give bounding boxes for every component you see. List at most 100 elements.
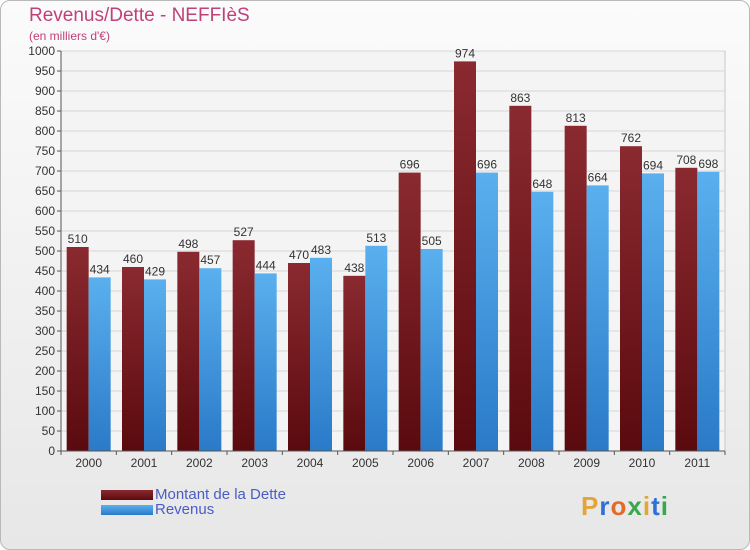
proxiti-logo: Proxiti [581, 491, 669, 522]
x-tick-label: 2008 [518, 456, 545, 470]
bar-dette [509, 105, 532, 452]
data-label-dette: 696 [400, 158, 420, 172]
logo-letter: o [610, 491, 628, 521]
bar-revenus [531, 191, 554, 452]
y-tick-label: 400 [35, 284, 55, 298]
y-tick-label: 200 [35, 364, 55, 378]
y-tick-label: 950 [35, 64, 55, 78]
logo-letter: x [627, 491, 643, 521]
bar-revenus [88, 277, 111, 451]
bar-revenus [586, 185, 609, 451]
data-label-revenus: 698 [698, 157, 718, 171]
x-tick-label: 2010 [629, 456, 656, 470]
logo-letter: r [599, 491, 611, 521]
legend-label-dette: Montant de la Dette [155, 486, 286, 503]
data-label-dette: 974 [455, 46, 475, 60]
bar-dette [122, 267, 144, 451]
bar-revenus [420, 249, 443, 451]
bar-dette [564, 125, 587, 452]
data-label-revenus: 444 [256, 258, 276, 272]
y-axis: 0 50 100 150 200 250 300 350 400 450 500 550 600 650 7… [28, 44, 62, 458]
data-label-dette: 460 [123, 252, 143, 266]
bar-revenus [697, 171, 720, 452]
data-label-revenus: 457 [200, 253, 220, 267]
data-label-revenus: 429 [145, 264, 165, 278]
data-label-revenus: 648 [532, 177, 552, 191]
gridlines [61, 50, 725, 452]
y-tick-label: 450 [35, 264, 55, 278]
y-tick-label: 150 [35, 384, 55, 398]
bar-revenus [642, 173, 664, 451]
y-tick-label: 1000 [28, 44, 55, 58]
bar-dette [454, 61, 476, 452]
data-label-dette: 762 [621, 131, 641, 145]
bar-dette [398, 172, 421, 451]
data-label-dette: 863 [510, 91, 530, 105]
data-label-dette: 708 [676, 153, 696, 167]
data-label-revenus: 505 [422, 234, 442, 248]
y-tick-label: 550 [35, 224, 55, 238]
x-tick-label: 2004 [297, 456, 324, 470]
bar-revenus [254, 273, 277, 451]
data-label-revenus: 696 [477, 158, 497, 172]
y-tick-label: 850 [35, 104, 55, 118]
bar-dette [343, 275, 366, 451]
data-label-revenus: 434 [90, 262, 110, 276]
y-tick-label: 350 [35, 304, 55, 318]
bar-dette [232, 240, 255, 451]
y-tick-label: 50 [42, 424, 56, 438]
x-tick-label: 2003 [241, 456, 268, 470]
bar-dette [675, 167, 698, 452]
data-label-dette: 813 [566, 111, 586, 125]
y-tick-label: 800 [35, 124, 55, 138]
x-tick-label: 2000 [75, 456, 102, 470]
legend-swatch-dette [101, 490, 153, 500]
bar-dette [177, 251, 200, 451]
x-tick-label: 2002 [186, 456, 213, 470]
data-label-dette: 498 [178, 237, 198, 251]
logo-letter: P [581, 491, 600, 521]
chart-subtitle: (en milliers d'€) [29, 29, 110, 43]
y-tick-label: 600 [35, 204, 55, 218]
y-tick-label: 500 [35, 244, 55, 258]
y-tick-label: 0 [48, 444, 55, 458]
y-tick-label: 250 [35, 344, 55, 358]
x-tick-label: 2005 [352, 456, 379, 470]
data-label-revenus: 513 [366, 231, 386, 245]
logo-letter: i [660, 491, 669, 521]
bar-revenus [144, 279, 166, 451]
data-label-dette: 527 [234, 225, 254, 239]
x-tick-label: 2007 [463, 456, 490, 470]
legend-swatch-revenus [101, 505, 153, 515]
data-label-revenus: 483 [311, 243, 331, 257]
y-tick-label: 300 [35, 324, 55, 338]
x-axis: 2000 2001 2002 2003 2004 2005 2006 2007 2008 2009… [60, 450, 726, 470]
data-label-dette: 438 [344, 261, 364, 275]
bar-revenus [199, 268, 222, 451]
x-tick-label: 2011 [684, 456, 710, 470]
chart-title: Revenus/Dette - NEFFIèS [29, 5, 250, 26]
data-label-dette: 470 [289, 248, 309, 262]
bar-dette [620, 146, 642, 451]
x-tick-label: 2006 [407, 456, 434, 470]
data-label-dette: 510 [68, 232, 88, 246]
logo-letter: i [642, 491, 652, 521]
bar-revenus [476, 172, 498, 451]
bar-revenus [310, 257, 332, 451]
x-tick-label: 2009 [573, 456, 600, 470]
bar-revenus [365, 245, 388, 451]
data-label-revenus: 694 [643, 158, 663, 172]
y-tick-label: 700 [35, 164, 55, 178]
bar-dette [66, 247, 89, 451]
y-tick-label: 750 [35, 144, 55, 158]
y-tick-label: 900 [35, 84, 55, 98]
y-tick-label: 100 [35, 404, 55, 418]
y-tick-label: 650 [35, 184, 55, 198]
bar-dette [288, 263, 310, 451]
data-label-revenus: 664 [588, 170, 608, 184]
legend-label-revenus: Revenus [155, 501, 215, 518]
x-tick-label: 2001 [131, 456, 158, 470]
